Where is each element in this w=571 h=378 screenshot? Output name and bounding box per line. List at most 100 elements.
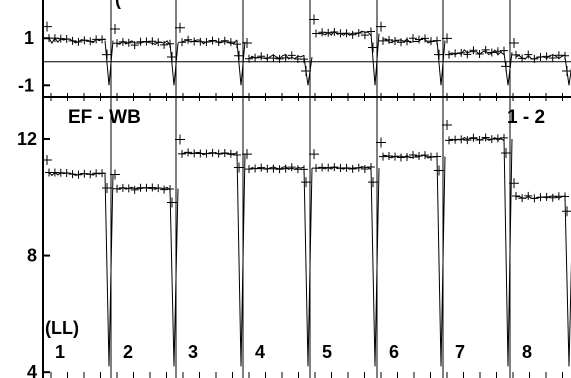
data-point [167,197,177,208]
bottom-y-tick-label: 4 [27,362,37,378]
data-point [391,36,399,45]
data-point [242,38,252,49]
data-point [524,50,533,59]
data-point [118,37,127,46]
data-point [124,184,133,193]
data-point [257,163,266,172]
data-point [509,38,519,49]
top-panel: -1 1 [18,14,571,95]
data-point [354,29,363,38]
data-point [208,36,217,45]
data-point [175,134,185,145]
top-y-tick-label: -1 [18,75,34,95]
data-point [421,151,429,160]
data-point [391,152,399,161]
data-point [342,29,351,38]
data-point [442,33,452,44]
data-point [242,149,252,160]
data-point [309,149,319,160]
segment-label-8: 8 [522,342,532,362]
data-point [80,36,89,45]
data-point [324,28,333,37]
data-point [463,50,472,59]
bottom-series-segment-5 [315,166,372,170]
data-point [330,27,339,36]
data-point [518,194,527,203]
data-point [226,149,235,158]
data-point [214,149,223,158]
data-point [415,35,423,44]
data-point [445,136,453,145]
data-point [348,30,357,39]
data-point [481,45,490,54]
data-point [442,119,452,130]
data-point [154,184,163,193]
data-point [409,151,417,160]
data-point [86,37,95,46]
data-point [178,149,186,158]
data-point [245,165,253,174]
top-series-segment-6 [382,37,438,44]
data-point [148,183,157,192]
bottom-series-transition [436,156,446,367]
data-point [113,39,121,48]
data-point [74,37,83,46]
data-point [251,164,260,173]
data-point [385,35,393,44]
data-point [548,53,557,62]
data-point [110,23,120,34]
data-point [301,177,311,188]
data-point [403,37,411,46]
data-point [214,37,223,46]
data-point [379,36,387,45]
bottom-series-transition [169,188,179,367]
data-point [287,51,296,60]
data-point [487,135,496,144]
top-y-tick-label: 1 [24,28,34,48]
data-point [403,152,411,161]
top-series-transition [169,42,179,86]
data-point [512,50,520,59]
data-point [397,153,405,162]
data-point [245,54,253,63]
data-point [184,148,193,157]
data-point [110,169,120,180]
data-point [542,52,551,61]
top-series-transition [370,33,380,86]
data-point [501,147,511,158]
data-point [68,36,77,45]
data-point [208,148,217,157]
data-point [220,148,229,157]
data-point [463,136,472,145]
data-point [124,38,133,47]
data-point [275,54,284,63]
data-point [487,48,496,57]
segment-label-3: 3 [188,342,198,362]
data-point [348,164,357,173]
data-point [102,182,112,193]
data-point [530,194,539,203]
bottom-series-transition [503,138,513,367]
data-point [80,169,89,178]
data-point [397,38,405,47]
data-point [178,38,186,47]
data-point [130,185,139,194]
data-point [542,192,551,201]
data-point [118,183,127,192]
annotation-pair: 1 - 2 [507,107,545,128]
data-point [457,135,466,144]
data-point [445,50,453,59]
data-point [421,34,429,43]
bottom-series-segment-6 [382,154,438,159]
data-point [148,37,157,46]
data-point [62,168,71,177]
top-series-segment-5 [315,30,372,37]
data-point [68,170,77,179]
data-point [62,34,71,43]
data-point [86,170,95,179]
top-series-transition [436,40,446,86]
data-point [220,36,229,45]
